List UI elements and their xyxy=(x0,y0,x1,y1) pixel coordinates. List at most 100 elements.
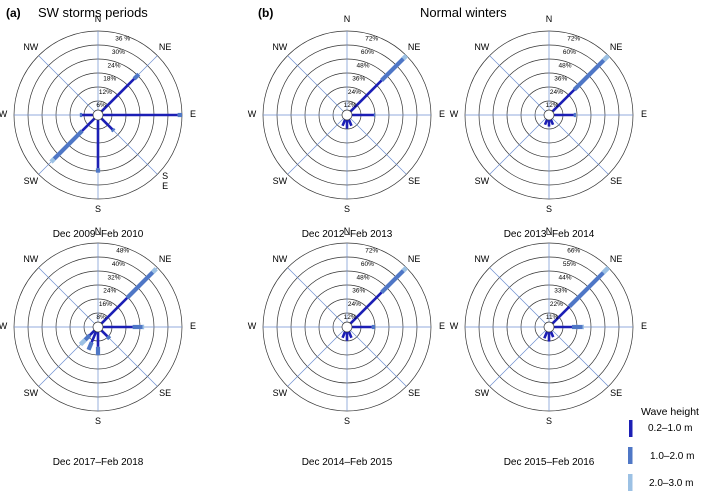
direction-label: SW xyxy=(273,389,288,399)
direction-label: N xyxy=(95,226,102,236)
direction-label: E xyxy=(439,109,445,119)
rose-center xyxy=(92,109,104,121)
rose-bar-segment xyxy=(83,333,92,342)
direction-label: S xyxy=(546,416,552,426)
direction-label: S xyxy=(344,416,350,426)
rose-bar-segment xyxy=(380,269,405,294)
rose-bar-segment xyxy=(105,334,112,341)
ring-label: 48% xyxy=(116,248,129,255)
direction-label: NE xyxy=(159,254,172,264)
rose-bar-segment xyxy=(549,331,555,338)
direction-label: E xyxy=(190,321,196,331)
ring-label: 48% xyxy=(357,274,370,281)
direction-spoke xyxy=(346,326,407,387)
legend-swatch-0 xyxy=(629,420,633,437)
ring-label: 60% xyxy=(563,49,576,56)
rose-bar-segment xyxy=(401,265,409,273)
direction-label: N xyxy=(546,14,553,24)
wave-rose-5: 11% 22% 33% 44% 55% 66% N NE E SE S SW W NW Dec 2015–F… xyxy=(450,226,647,468)
legend-label-0: 0.2–1.0 m xyxy=(648,423,692,434)
direction-label: N xyxy=(95,14,102,24)
legend-label-1: 1.0–2.0 m xyxy=(650,451,694,462)
direction-label: E xyxy=(641,321,647,331)
direction-label: W xyxy=(248,321,257,331)
ring-label: 8% xyxy=(96,314,106,321)
direction-spoke xyxy=(489,55,550,116)
rose-bar-segment xyxy=(100,296,129,325)
ring-label: 66% xyxy=(567,248,580,255)
rose-bar-segment xyxy=(81,117,96,132)
ring-label: 32% xyxy=(108,274,121,281)
ring-label: 72% xyxy=(567,36,580,43)
wave-rose-3: 8% 16% 24% 32% 40% 48% N NE E SE S SW W NW Dec 2017–Fe… xyxy=(0,226,196,468)
rose-bar-segment xyxy=(100,329,109,338)
direction-spoke xyxy=(287,326,348,387)
rose-bar-segment xyxy=(110,127,116,133)
rose-caption: Dec 2009–Feb 2010 xyxy=(53,229,144,240)
direction-label: NW xyxy=(474,254,489,264)
ring-label: 12% xyxy=(99,89,112,96)
legend-label-2: 2.0–3.0 m xyxy=(649,478,693,489)
rose-bar-segment xyxy=(78,338,87,347)
direction-label: E xyxy=(190,109,196,119)
rose-bar-segment xyxy=(132,72,141,81)
direction-label: SW xyxy=(273,177,288,187)
wave-rose-1: 12% 24% 36% 48% 60% 72% N NE E SE S SW W NW Dec 2012–F… xyxy=(248,14,445,240)
rose-bar-segment xyxy=(551,305,571,325)
direction-label: S xyxy=(344,204,350,214)
ring-label: 22% xyxy=(550,301,563,308)
rose-caption: Dec 2014–Feb 2015 xyxy=(302,457,393,468)
rose-bar-segment xyxy=(49,157,56,164)
direction-label: NW xyxy=(474,42,489,52)
direction-label: NW xyxy=(23,42,38,52)
panel-b-title: Normal winters xyxy=(420,5,507,20)
ring-label: 44% xyxy=(559,274,572,281)
direction-label: S xyxy=(95,416,101,426)
panel-a-letter: (a) xyxy=(6,6,21,20)
rose-bar-segment xyxy=(551,88,576,113)
rose-bar-segment xyxy=(349,79,383,113)
direction-label: W xyxy=(450,109,459,119)
ring-label: 24% xyxy=(103,288,116,295)
ring-label: 6% xyxy=(96,102,106,109)
rose-bar-segment xyxy=(347,119,353,127)
rose-bar-segment xyxy=(380,57,405,82)
rose-bar-segment xyxy=(349,291,383,325)
direction-spoke xyxy=(38,55,99,116)
ring-label: 12% xyxy=(344,314,357,321)
direction-spoke xyxy=(548,114,609,175)
direction-label: SW xyxy=(24,389,39,399)
rose-bar-segment xyxy=(543,331,549,339)
rose-bar-segment xyxy=(125,270,155,300)
direction-label: SW xyxy=(475,389,490,399)
rose-caption: Dec 2013–Feb 2014 xyxy=(504,229,595,240)
direction-label: SE xyxy=(408,177,420,187)
direction-label: SE xyxy=(159,389,171,399)
ring-label: 72% xyxy=(365,248,378,255)
ring-label: 33% xyxy=(554,288,567,295)
direction-label: NE xyxy=(610,42,623,52)
ring-label: 30% xyxy=(112,49,125,56)
direction-label: N xyxy=(344,14,351,24)
ring-label: 12% xyxy=(546,102,559,109)
direction-label: SW xyxy=(475,177,490,187)
ring-label: 12% xyxy=(344,102,357,109)
direction-spoke xyxy=(346,114,407,175)
rose-center xyxy=(341,321,353,333)
rose-bar-segment xyxy=(549,119,555,126)
direction-label: SW xyxy=(24,177,39,187)
rose-center xyxy=(341,109,353,121)
direction-spoke xyxy=(287,55,348,116)
rose-bar-segment xyxy=(151,267,158,274)
rose-bar-segment xyxy=(601,265,611,275)
direction-label: NW xyxy=(272,42,287,52)
ring-label: 48% xyxy=(357,62,370,69)
legend: Wave height 0.2–1.0 m 1.0–2.0 m 2.0–3.0 … xyxy=(628,406,699,491)
direction-label: W xyxy=(450,321,459,331)
ring-label: 11% xyxy=(546,314,559,321)
rose-bar-segment xyxy=(100,117,114,131)
rose-center xyxy=(92,321,104,333)
direction-spoke xyxy=(548,326,609,387)
